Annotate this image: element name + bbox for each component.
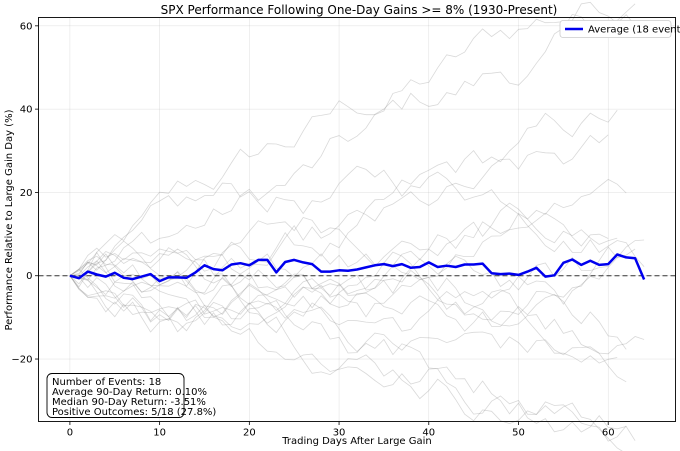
y-tick-label: 60 xyxy=(20,21,33,32)
event-series-line xyxy=(69,202,618,288)
y-tick-label: 0 xyxy=(26,271,32,282)
y-tick-label: −20 xyxy=(11,355,32,366)
stat-number-of-events: Number of Events: 18 xyxy=(52,377,161,388)
event-series-line xyxy=(69,1,645,279)
event-series-line xyxy=(69,275,645,356)
legend: Average (18 events) xyxy=(559,20,680,38)
event-series-line xyxy=(69,178,627,277)
event-series-line xyxy=(69,253,609,333)
event-series-line xyxy=(69,268,623,451)
plot-frame xyxy=(38,17,676,422)
x-axis-label: Trading Days After Large Gain xyxy=(281,436,432,447)
event-series-line xyxy=(69,3,636,281)
event-series-line xyxy=(69,246,636,334)
event-series-line xyxy=(69,165,645,288)
event-series-line xyxy=(69,261,618,364)
event-series-line xyxy=(69,259,627,442)
stat-average-return: Average 90-Day Return: 0.10% xyxy=(52,387,207,398)
x-axis-ticks: 0 10 20 30 40 50 60 xyxy=(67,421,615,439)
event-series-line xyxy=(69,275,627,383)
stat-positive-outcomes: Positive Outcomes: 5/18 (27.8%) xyxy=(52,407,216,418)
y-tick-label: 40 xyxy=(20,105,33,116)
x-tick-label: 50 xyxy=(512,428,525,439)
stats-info-box: Number of Events: 18 Average 90-Day Retu… xyxy=(46,373,216,418)
x-tick-label: 60 xyxy=(602,428,615,439)
x-tick-label: 40 xyxy=(422,428,435,439)
event-series-line xyxy=(69,251,636,441)
event-series-line xyxy=(69,110,618,299)
x-tick-label: 20 xyxy=(243,428,256,439)
x-tick-label: 0 xyxy=(67,428,73,439)
legend-box xyxy=(559,20,672,38)
legend-average-label: Average (18 events) xyxy=(588,25,680,36)
x-tick-label: 10 xyxy=(153,428,166,439)
y-tick-label: 20 xyxy=(20,188,33,199)
event-series-line xyxy=(69,248,627,350)
y-axis-ticks: −20 0 20 40 60 xyxy=(11,21,39,366)
event-series-line xyxy=(69,134,609,296)
event-series-group xyxy=(69,1,645,451)
grid-lines xyxy=(38,17,676,422)
plot-background xyxy=(38,17,676,422)
average-series-line xyxy=(69,253,646,283)
y-axis-label: Performance Relative to Large Gain Day (… xyxy=(4,109,15,330)
stats-box-frame xyxy=(46,373,185,418)
event-series-line xyxy=(69,239,645,322)
plot-area: 0 10 20 30 40 50 60 −20 0 20 40 60 xyxy=(11,1,676,451)
stat-median-return: Median 90-Day Return: -3.51% xyxy=(52,397,206,408)
x-tick-label: 30 xyxy=(333,428,346,439)
chart-title: SPX Performance Following One-Day Gains … xyxy=(161,3,558,17)
